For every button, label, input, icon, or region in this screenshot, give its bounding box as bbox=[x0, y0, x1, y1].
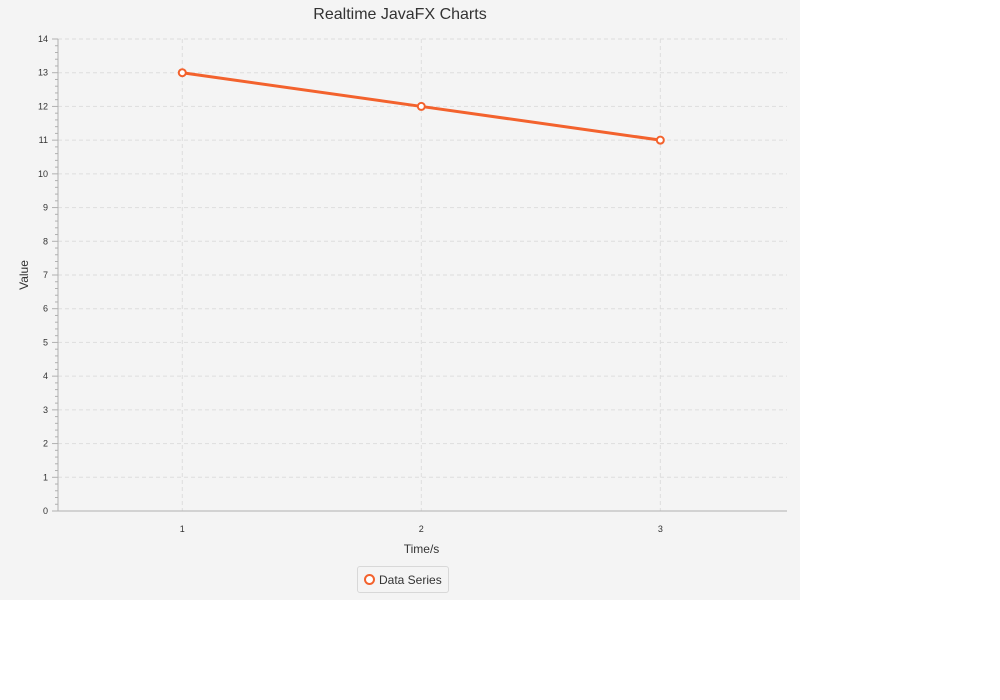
legend: Data Series bbox=[357, 566, 449, 593]
y-tick-label: 9 bbox=[43, 203, 48, 213]
y-tick-label: 10 bbox=[38, 169, 48, 179]
y-tick-label: 2 bbox=[43, 439, 48, 449]
legend-symbol-icon bbox=[364, 574, 375, 585]
y-tick-label: 12 bbox=[38, 101, 48, 111]
y-tick-label: 11 bbox=[39, 135, 48, 145]
y-tick-label: 5 bbox=[43, 337, 48, 347]
y-tick-label: 13 bbox=[38, 68, 48, 78]
data-point[interactable] bbox=[177, 68, 187, 78]
y-tick-label: 4 bbox=[43, 371, 48, 381]
y-tick-label: 14 bbox=[38, 34, 48, 44]
y-tick-label: 0 bbox=[43, 506, 48, 516]
y-tick-label: 8 bbox=[43, 236, 48, 246]
data-point[interactable] bbox=[416, 101, 426, 111]
x-axis-label: Time/s bbox=[404, 542, 440, 556]
legend-label: Data Series bbox=[379, 572, 442, 587]
y-axis-label: Value bbox=[17, 260, 31, 290]
series-layer bbox=[177, 68, 665, 145]
chart-window: Realtime JavaFX Charts 0 1 2 3 4 5 6 7 8 9 10 11 12 1… bbox=[0, 0, 800, 600]
y-tick-label: 1 bbox=[43, 472, 48, 482]
data-point[interactable] bbox=[655, 135, 665, 145]
y-tick-label: 6 bbox=[43, 304, 48, 314]
x-tick-label: 2 bbox=[419, 524, 424, 534]
y-tick-label: 7 bbox=[43, 270, 48, 280]
x-tick-label: 1 bbox=[180, 524, 185, 534]
chart-title: Realtime JavaFX Charts bbox=[313, 6, 487, 23]
y-tick-label: 3 bbox=[43, 405, 48, 415]
x-tick-label: 3 bbox=[658, 524, 663, 534]
